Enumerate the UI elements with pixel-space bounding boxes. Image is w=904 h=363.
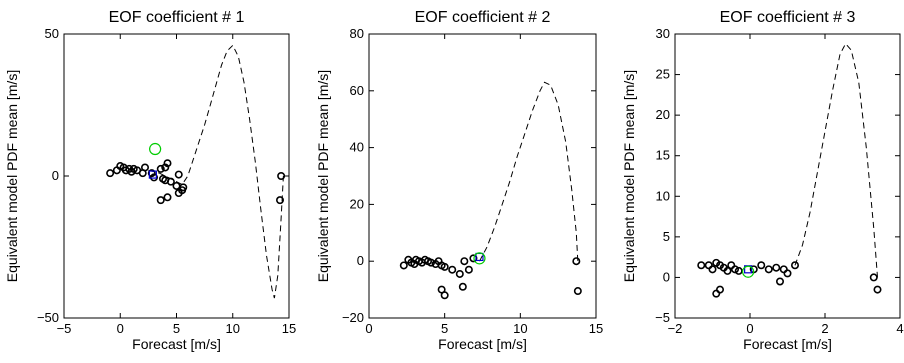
plot-area — [106, 44, 286, 299]
data-point — [572, 257, 581, 266]
data-point — [156, 164, 165, 173]
plot-area — [399, 81, 582, 300]
data-point — [464, 265, 473, 274]
data-point — [697, 261, 706, 270]
x-tick-label: 5 — [441, 321, 448, 336]
data-point — [873, 285, 882, 294]
y-tick-label: 20 — [656, 107, 670, 122]
data-point — [469, 254, 478, 263]
x-tick-label: 15 — [589, 321, 603, 336]
x-axis-label: Forecast [m/s] — [438, 336, 527, 352]
y-tick-label: 20 — [350, 196, 364, 211]
dashed-curve — [479, 81, 579, 262]
data-point — [775, 277, 784, 286]
x-tick-label: 10 — [226, 321, 240, 336]
x-tick-label: 15 — [282, 321, 296, 336]
data-point — [179, 183, 188, 192]
data-point — [458, 282, 467, 291]
dashed-curve — [148, 44, 284, 299]
data-point — [460, 257, 469, 266]
data-point — [783, 269, 792, 278]
chart-title: EOF coefficient # 1 — [109, 9, 245, 26]
x-tick-label: 10 — [513, 321, 527, 336]
axes-box — [674, 33, 901, 319]
x-tick-label: −5 — [57, 321, 72, 336]
data-point — [106, 169, 115, 178]
square-marker — [148, 170, 157, 179]
data-point — [573, 287, 582, 296]
dashed-curve — [794, 42, 878, 278]
y-tick-label: 30 — [656, 26, 670, 41]
data-point — [427, 258, 436, 267]
data-point — [723, 266, 732, 275]
green-circle-marker — [742, 265, 755, 278]
data-point — [163, 193, 172, 202]
y-tick-label: −5 — [655, 310, 670, 325]
data-point — [440, 262, 449, 271]
y-tick-label: 15 — [656, 148, 670, 163]
y-axis-label: Equivalent model PDF mean [m/s] — [4, 70, 20, 282]
y-tick-label: 0 — [52, 168, 59, 183]
data-point — [869, 273, 878, 282]
data-point — [163, 159, 172, 168]
data-point — [440, 291, 449, 300]
y-tick-label: 50 — [45, 26, 59, 41]
plot-area — [697, 42, 882, 298]
data-point — [772, 263, 781, 272]
green-circle-marker — [473, 252, 486, 265]
data-point — [790, 261, 799, 270]
data-point — [174, 170, 183, 179]
y-tick-label: 0 — [357, 253, 364, 268]
x-tick-label: 0 — [117, 321, 124, 336]
data-point — [712, 289, 721, 298]
y-tick-label: 40 — [350, 140, 364, 155]
chart-title: EOF coefficient # 2 — [415, 9, 551, 26]
data-point — [275, 196, 284, 205]
data-point — [150, 173, 159, 182]
y-tick-label: 5 — [663, 229, 670, 244]
x-tick-label: −2 — [668, 321, 683, 336]
x-tick-label: 0 — [746, 321, 753, 336]
green-circle-marker — [149, 142, 162, 156]
x-tick-label: 2 — [821, 321, 828, 336]
y-tick-label: 25 — [656, 67, 670, 82]
data-point — [757, 261, 766, 270]
x-axis-label: Forecast [m/s] — [743, 336, 832, 352]
data-point — [399, 261, 408, 270]
chart-title: EOF coefficient # 3 — [720, 9, 856, 26]
data-point — [156, 196, 165, 205]
y-tick-label: 60 — [350, 83, 364, 98]
data-point — [730, 265, 739, 274]
x-tick-label: 0 — [365, 321, 372, 336]
x-tick-label: 4 — [896, 321, 903, 336]
axes-box — [368, 33, 597, 319]
y-axis-label: Equivalent model PDF mean [m/s] — [621, 70, 637, 282]
y-tick-label: 10 — [656, 188, 670, 203]
x-tick-label: 5 — [173, 321, 180, 336]
data-point — [455, 269, 464, 278]
y-axis-label: Equivalent model PDF mean [m/s] — [315, 70, 331, 282]
data-point — [141, 163, 150, 172]
y-tick-label: −20 — [342, 310, 364, 325]
y-tick-label: −50 — [37, 310, 59, 325]
data-point — [708, 265, 717, 274]
data-point — [764, 265, 773, 274]
chart-panel-3: −2 0 2 4 −5 0 5 10 15 20 25 30 EOF coefficient # 3 Fo… — [621, 9, 904, 352]
y-tick-label: 0 — [663, 269, 670, 284]
data-point — [277, 172, 286, 181]
data-point — [448, 265, 457, 274]
x-axis-label: Forecast [m/s] — [132, 336, 221, 352]
y-tick-label: 80 — [350, 26, 364, 41]
data-point — [734, 266, 743, 275]
